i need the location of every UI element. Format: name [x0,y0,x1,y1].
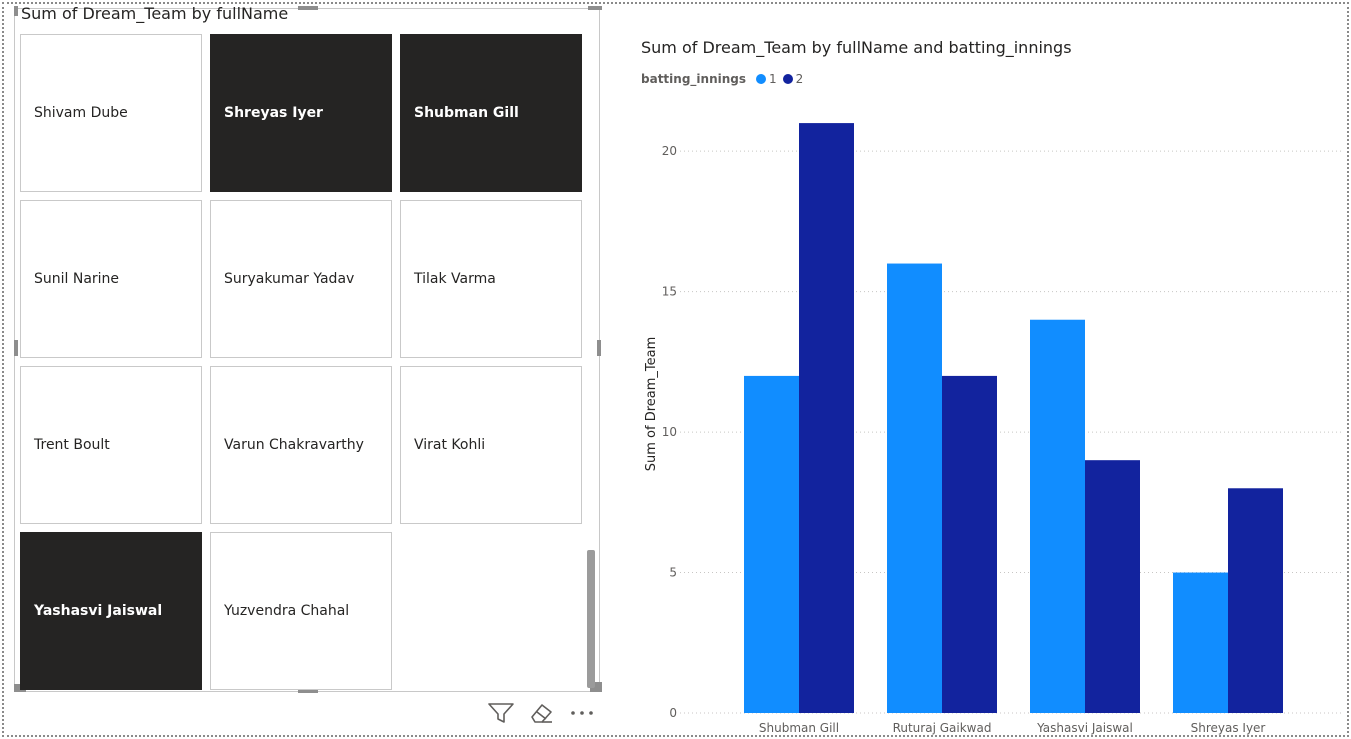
bar[interactable] [1173,572,1228,713]
legend-item[interactable]: 1 [756,72,777,86]
slicer-tile[interactable]: Tilak Varma [400,200,582,358]
x-tick-label: Ruturaj Gaikwad [893,721,992,735]
bar[interactable] [942,375,997,713]
bar[interactable] [1228,488,1283,713]
clustered-bar-chart: 0 5 10 15 20 Sum of Dream_Team Shubman Gill Rut… [644,123,1342,735]
chart-title: Sum of Dream_Team by fullName and battin… [641,38,1072,57]
legend-marker [782,74,793,84]
slicer-tile[interactable]: Shubman Gill [400,34,582,192]
resize-handle-bottom-center[interactable] [298,689,318,693]
y-tick-label: 0 [669,706,677,720]
x-tick-label: Yashasvi Jaiswal [1036,721,1133,735]
eraser-icon[interactable] [527,701,555,725]
x-tick-label: Shreyas Iyer [1191,721,1266,735]
resize-handle-top-right[interactable] [588,6,602,10]
resize-handle-top-center[interactable] [298,6,318,10]
slicer-tile[interactable]: Varun Chakravarthy [210,366,392,524]
bar[interactable] [887,263,942,713]
slicer-tile[interactable]: Virat Kohli [400,366,582,524]
resize-handle-top-left[interactable] [14,6,18,16]
x-tick-label: Shubman Gill [759,721,839,735]
legend-item[interactable]: 2 [782,72,804,86]
legend-label: 2 [795,72,804,86]
slicer-tile[interactable]: Yashasvi Jaiswal [20,532,202,690]
bar[interactable] [1030,319,1085,713]
legend-marker [756,74,766,84]
slicer-tile[interactable]: Shreyas Iyer [210,34,392,192]
slicer-tile[interactable]: Trent Boult [20,366,202,524]
filter-icon[interactable] [487,701,515,725]
y-tick-label: 20 [662,144,677,158]
slicer-tile[interactable]: Yuzvendra Chahal [210,532,392,690]
more-options-icon[interactable] [568,701,596,725]
resize-handle-left-middle[interactable] [14,340,18,356]
legend-label: 1 [769,72,777,86]
resize-handle-bottom-right[interactable] [590,682,602,692]
bar[interactable] [744,375,799,713]
slicer-tile[interactable]: Sunil Narine [20,200,202,358]
y-tick-label: 5 [669,566,677,580]
legend-title: batting_innings [641,72,746,86]
y-axis-title: Sum of Dream_Team [644,337,659,472]
bar[interactable] [1085,460,1140,713]
slicer-tile[interactable]: Shivam Dube [20,34,202,192]
slicer-tile[interactable]: Suryakumar Yadav [210,200,392,358]
slicer-title: Sum of Dream_Team by fullName [21,4,289,23]
slicer-scrollbar[interactable] [587,550,595,688]
bar[interactable] [799,123,854,713]
resize-handle-right-middle[interactable] [597,340,601,356]
y-tick-label: 10 [662,425,677,439]
y-tick-label: 15 [662,285,677,299]
